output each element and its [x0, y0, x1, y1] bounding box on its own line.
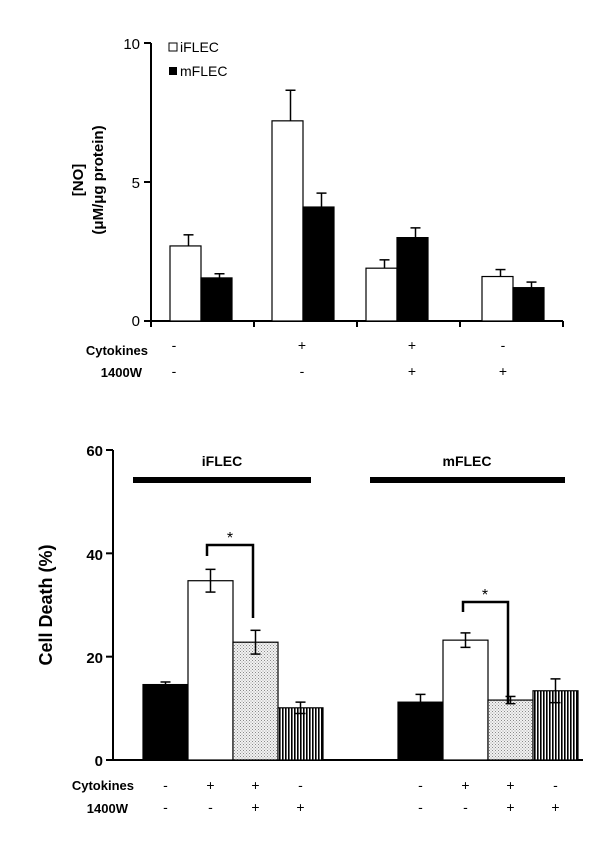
condition-sign: +	[506, 777, 514, 793]
condition-sign: +	[206, 777, 214, 793]
condition-sign: +	[506, 799, 514, 815]
condition-label-cytokines: Cytokines	[72, 778, 134, 793]
no-concentration-chart: 0 5 10 [NO] (μM/μg protein) iFLEC mFLEC …	[70, 36, 564, 380]
no-bar-mflec	[302, 206, 335, 322]
group-bar-mfle	[370, 477, 565, 483]
no-bar-iflec	[169, 245, 202, 322]
bottom-y-axis-title: Cell Death (%)	[36, 544, 56, 665]
condition-sign: +	[408, 337, 416, 353]
top-ytick-label: 0	[132, 313, 140, 330]
condition-sign: -	[501, 337, 506, 353]
group-label-mfle: mFLEC	[443, 453, 492, 469]
condition-sign: +	[251, 799, 259, 815]
condition-sign: +	[461, 777, 469, 793]
error-bar	[285, 89, 296, 121]
condition-label-cytokines: Cytokines	[86, 343, 148, 358]
condition-sign: +	[551, 799, 559, 815]
no-bar-iflec	[271, 120, 304, 322]
error-bar	[183, 234, 194, 246]
condition-sign: -	[172, 363, 177, 379]
legend-label: iFLEC	[180, 39, 219, 55]
condition-label-1400w: 1400W	[87, 801, 129, 816]
top-ytick-label: 5	[132, 175, 140, 192]
legend-swatch-mfle	[169, 67, 177, 75]
cell-death-bar-dotted	[487, 699, 534, 761]
condition-label-1400w: 1400W	[101, 365, 143, 380]
cell-death-bar-solid	[142, 683, 189, 761]
condition-sign: +	[408, 363, 416, 379]
top-y-axis-title: [NO]	[70, 164, 87, 197]
condition-sign: -	[172, 337, 177, 353]
no-bar-mflec	[396, 237, 429, 322]
group-bar-ifle	[133, 477, 311, 483]
condition-sign: +	[499, 363, 507, 379]
no-bar-mflec	[512, 287, 545, 322]
legend-swatch-ifle	[168, 42, 178, 52]
condition-sign: +	[298, 337, 306, 353]
cell-death-bar-solid	[397, 701, 444, 761]
top-ytick-label: 10	[123, 36, 140, 53]
cell-death-bar-white	[442, 639, 489, 761]
condition-sign: -	[418, 799, 423, 815]
no-bar-iflec	[365, 267, 398, 322]
condition-sign: -	[553, 777, 558, 793]
cell-death-bar-dotted	[232, 641, 279, 761]
significance-bracket-ifle: *	[205, 530, 255, 618]
error-bar	[410, 227, 421, 238]
bottom-ytick-label: 60	[86, 443, 103, 460]
condition-sign: -	[300, 363, 305, 379]
bottom-ytick-label: 40	[86, 547, 103, 564]
error-bar	[526, 281, 537, 288]
cell-death-bar-striped	[277, 707, 324, 761]
condition-sign: +	[251, 777, 259, 793]
error-bar	[214, 272, 225, 278]
significance-bracket-mfle: *	[461, 587, 510, 703]
condition-sign: -	[163, 799, 168, 815]
legend: iFLEC mFLEC	[168, 39, 227, 79]
condition-sign: -	[463, 799, 468, 815]
top-y-axis-units: (μM/μg protein)	[90, 125, 107, 234]
bottom-ytick-label: 20	[86, 650, 103, 667]
significance-marker: *	[227, 530, 233, 547]
no-bar-mflec	[200, 277, 233, 322]
legend-label: mFLEC	[180, 63, 227, 79]
error-bar	[495, 268, 506, 277]
significance-marker: *	[482, 587, 488, 604]
condition-sign: -	[418, 777, 423, 793]
group-label-ifle: iFLEC	[202, 453, 242, 469]
cell-death-chart: 0 20 40 60 Cell Death (%) iFLEC mFLEC * …	[36, 443, 583, 816]
condition-sign: +	[296, 799, 304, 815]
condition-sign: -	[163, 777, 168, 793]
condition-sign: -	[298, 777, 303, 793]
error-bar	[316, 192, 327, 208]
error-bar	[379, 259, 390, 269]
condition-sign: -	[208, 799, 213, 815]
cell-death-bar-white	[187, 580, 234, 761]
no-bar-iflec	[481, 275, 514, 322]
bottom-ytick-label: 0	[95, 753, 103, 770]
